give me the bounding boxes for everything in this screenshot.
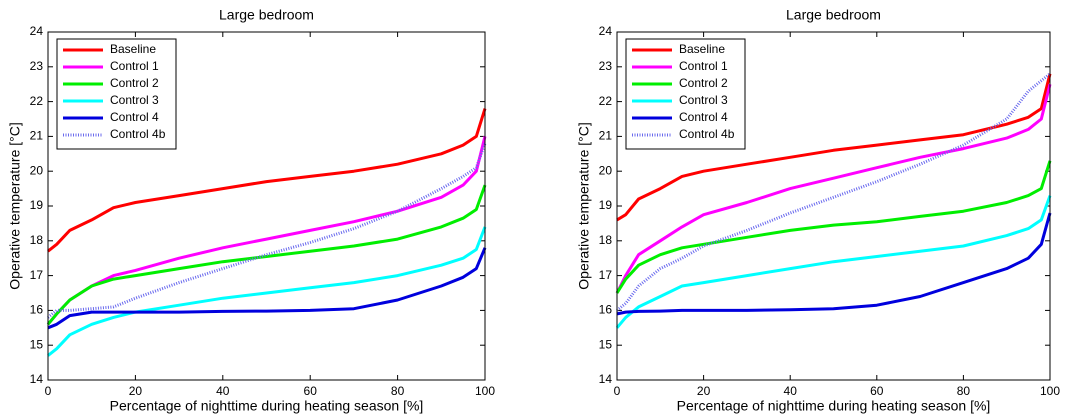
legend-label: Control 4 <box>679 110 728 124</box>
y-tick-label: 17 <box>599 268 613 282</box>
series-line <box>615 83 1052 294</box>
y-tick-label: 15 <box>30 337 44 351</box>
legend-label: Control 2 <box>110 76 159 90</box>
legend-label: Control 3 <box>679 93 728 107</box>
legend-label: Control 1 <box>110 59 159 73</box>
legend-label: Control 2 <box>679 76 728 90</box>
y-tick-label: 20 <box>599 163 613 177</box>
series-line <box>47 108 487 253</box>
series-line <box>615 195 1052 329</box>
legend-label: Control 4b <box>110 127 166 141</box>
y-tick-label: 24 <box>599 24 613 38</box>
series-line <box>46 184 487 326</box>
x-tick-label: 40 <box>784 384 798 398</box>
y-tick-label: 24 <box>30 24 44 38</box>
series-line <box>47 247 487 330</box>
y-tick-label: 21 <box>599 129 613 143</box>
x-tick-label: 0 <box>45 384 52 398</box>
x-axis-label: Percentage of nighttime during heating s… <box>677 398 991 414</box>
plot-frame <box>616 31 1051 381</box>
legend-label: Control 3 <box>110 93 159 107</box>
legend: Baseline Control 1 Control 2 Control 3 Contr… <box>56 38 177 150</box>
y-tick-label: 14 <box>30 372 44 386</box>
y-tick-label: 20 <box>30 163 44 177</box>
legend-label: Control 4b <box>679 127 735 141</box>
legend: Baseline Control 1 Control 2 Control 3 Contr… <box>625 38 746 150</box>
x-tick-label: 60 <box>870 384 884 398</box>
y-tick-label: 19 <box>599 198 613 212</box>
y-tick-label: 18 <box>599 233 613 247</box>
legend-label: Baseline <box>679 42 725 56</box>
legend-label: Baseline <box>110 42 156 56</box>
series-line <box>616 73 1052 222</box>
series-line <box>47 226 487 357</box>
series-line <box>616 72 1051 312</box>
legend-box <box>56 38 177 150</box>
legend-label: Control 1 <box>679 59 728 73</box>
chart-title: Large bedroom <box>786 7 881 23</box>
y-tick-label: 14 <box>599 372 613 386</box>
y-tick-label: 18 <box>30 233 44 247</box>
y-tick-label: 15 <box>599 337 613 351</box>
y-axis-label: Operative temperature [°C] <box>576 122 592 289</box>
y-tick-label: 21 <box>30 129 44 143</box>
plot-frame <box>47 31 486 381</box>
y-tick-label: 19 <box>30 198 44 212</box>
y-tick-label: 22 <box>599 94 613 108</box>
x-tick-label: 0 <box>614 384 621 398</box>
y-tick-label: 17 <box>30 268 44 282</box>
x-tick-label: 20 <box>129 384 143 398</box>
y-tick-label: 23 <box>30 59 44 73</box>
x-tick-label: 80 <box>957 384 971 398</box>
x-axis-label: Percentage of nighttime during heating s… <box>110 398 424 414</box>
y-tick-label: 23 <box>599 59 613 73</box>
chart-title: Large bedroom <box>219 7 314 23</box>
y-axis-label: Operative temperature [°C] <box>7 122 23 289</box>
series-line <box>615 160 1052 294</box>
legend-label: Control 4 <box>110 110 159 124</box>
x-tick-label: 60 <box>304 384 318 398</box>
y-tick-label: 22 <box>30 94 44 108</box>
series-line <box>616 212 1052 316</box>
x-tick-label: 20 <box>697 384 711 398</box>
x-tick-label: 100 <box>1040 384 1060 398</box>
y-tick-label: 16 <box>30 303 44 317</box>
x-tick-label: 100 <box>475 384 495 398</box>
x-tick-label: 80 <box>391 384 405 398</box>
series-line <box>46 136 487 326</box>
x-tick-label: 40 <box>216 384 230 398</box>
y-tick-label: 16 <box>599 303 613 317</box>
series-line <box>47 142 487 319</box>
legend-box <box>625 38 746 150</box>
